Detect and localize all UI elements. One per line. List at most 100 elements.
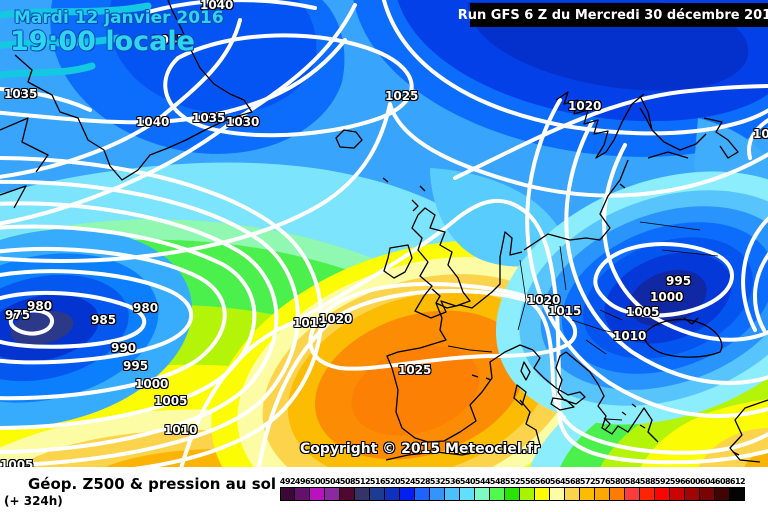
scale-cell: 560: [534, 477, 551, 501]
legend-box: Géop. Z500 & pression au sol (+ 324h): [0, 467, 276, 512]
copyright-text: Copyright © 2015 Meteociel.fr: [300, 441, 540, 457]
pressure-label: 990: [111, 341, 137, 355]
scale-cell: 592: [654, 477, 671, 501]
pressure-label: 1015: [548, 304, 582, 318]
scale-cell: 576: [594, 477, 611, 501]
valid-date-text: Mardi 12 janvier 2016: [14, 8, 224, 28]
scale-swatch: [610, 487, 625, 501]
scale-swatch: [340, 487, 355, 501]
color-scale-bar: 492 496 500 504 508 512 516 520 524 528 532 536 540 5…: [279, 477, 746, 501]
scale-cell: 580: [609, 477, 626, 501]
scale-swatch: [640, 487, 655, 501]
valid-time-text: 19:00 locale: [10, 26, 195, 57]
run-info-text: Run GFS 6 Z du Mercredi 30 décembre 2015: [457, 7, 768, 23]
scale-cell: 608: [714, 477, 731, 501]
scale-value: 536: [444, 477, 461, 486]
pressure-label: 980: [27, 299, 53, 313]
scale-swatch: [490, 487, 505, 501]
pressure-label: 1040: [200, 0, 234, 12]
scale-cell: 500: [309, 477, 326, 501]
scale-value: 552: [504, 477, 521, 486]
scale-swatch: [475, 487, 490, 501]
scale-swatch: [580, 487, 595, 501]
scale-swatch: [445, 487, 460, 501]
scale-value: 592: [654, 477, 671, 486]
scale-swatch: [595, 487, 610, 501]
pressure-label: 1005: [626, 305, 660, 319]
scale-value: 584: [624, 477, 641, 486]
scale-value: 500: [309, 477, 326, 486]
scale-swatch: [310, 487, 325, 501]
scale-cell: 528: [415, 477, 431, 501]
scale-value: 564: [549, 477, 566, 486]
scale-value: 496: [294, 477, 311, 486]
scale-cell: 492: [279, 477, 296, 501]
scale-cell: 600: [684, 477, 701, 501]
scale-swatch: [295, 487, 310, 501]
pressure-label: 1035: [192, 111, 226, 125]
pressure-label: 1035: [4, 87, 38, 101]
scale-value: 560: [534, 477, 551, 486]
pressure-label: 1020: [319, 312, 353, 326]
scale-value: 608: [714, 477, 731, 486]
isobar-contours: [0, 0, 768, 468]
scale-value: 516: [369, 477, 386, 486]
scale-swatch: [535, 487, 550, 501]
pressure-label: 1045: [152, 33, 186, 47]
scale-swatch: [625, 487, 640, 501]
scale-cell: 596: [670, 477, 686, 501]
scale-value: 604: [699, 477, 716, 486]
pressure-label: 1020: [527, 293, 561, 307]
pressure-label: 1005: [154, 394, 188, 408]
scale-cell: 544: [474, 477, 491, 501]
scale-value: 576: [594, 477, 611, 486]
coastlines: [0, 0, 768, 463]
scale-cell: 508: [340, 477, 356, 501]
scale-swatch: [415, 487, 430, 501]
scale-cell: 496: [294, 477, 311, 501]
scale-swatch: [685, 487, 700, 501]
scale-cell: 504: [324, 477, 341, 501]
scale-cell: 612: [729, 477, 746, 501]
scale-swatch: [385, 487, 400, 501]
scale-cell: 540: [459, 477, 476, 501]
scale-value: 504: [324, 477, 341, 486]
scale-cell: 564: [549, 477, 566, 501]
scale-cell: 536: [444, 477, 461, 501]
scale-value: 548: [489, 477, 506, 486]
scale-value: 524: [399, 477, 416, 486]
pressure-label: 995: [123, 359, 149, 373]
scale-swatch: [370, 487, 385, 501]
scale-cell: 524: [399, 477, 416, 501]
scale-swatch: [730, 487, 745, 501]
scale-value: 544: [474, 477, 491, 486]
scale-swatch: [655, 487, 670, 501]
scale-swatch: [670, 487, 685, 501]
pressure-label: 995: [666, 274, 692, 288]
scale-cell: 588: [640, 477, 656, 501]
footer-bar: Géop. Z500 & pression au sol (+ 324h) 49…: [0, 467, 768, 512]
scale-value: 612: [729, 477, 746, 486]
pressure-label: 985: [91, 313, 117, 327]
scale-cell: 552: [504, 477, 521, 501]
pressure-label: 1020: [568, 99, 602, 113]
legend-forecast-hour: (+ 324h): [4, 494, 63, 508]
scale-swatch: [280, 487, 295, 501]
scale-swatch: [430, 487, 445, 501]
scale-cell: 516: [369, 477, 386, 501]
scale-value: 572: [579, 477, 596, 486]
scale-swatch: [505, 487, 520, 501]
scale-cell: 604: [699, 477, 716, 501]
scale-cell: 532: [429, 477, 446, 501]
scale-value: 520: [384, 477, 401, 486]
scale-value: 580: [609, 477, 626, 486]
pressure-label: 1010: [164, 423, 198, 437]
scale-value: 492: [279, 477, 296, 486]
pressure-label: 1030: [226, 115, 260, 129]
scale-value: 532: [429, 477, 446, 486]
scale-swatch: [715, 487, 730, 501]
scale-value: 600: [684, 477, 701, 486]
scale-value: 540: [459, 477, 476, 486]
